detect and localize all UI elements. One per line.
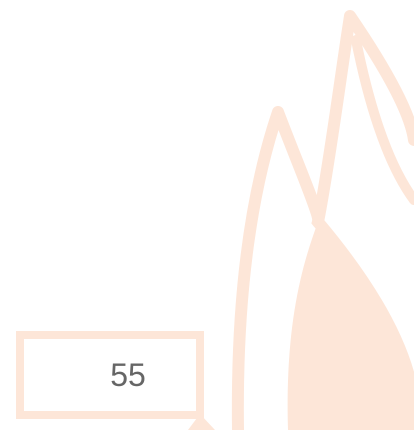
value-text: 55 [74, 357, 146, 394]
value-box: 55 [16, 331, 204, 419]
flame-right [318, 16, 414, 222]
page: 55 (() => { const data = JSON.parse(docu… [0, 0, 414, 430]
